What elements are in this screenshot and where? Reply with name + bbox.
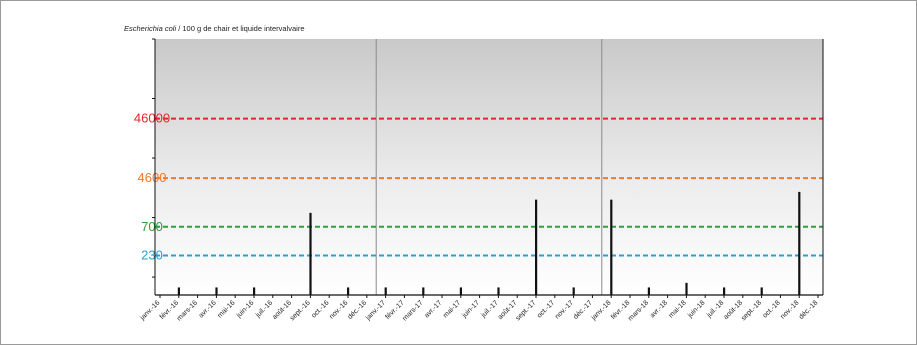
x-tick-label-déc.-18: déc.-18 <box>798 299 820 321</box>
x-tick-label-sept.-17: sept.-17 <box>515 299 538 322</box>
bar-sept.-17 <box>535 199 538 295</box>
x-tick-label-nov.-18: nov.-18 <box>780 299 801 320</box>
x-tick-label-mars-17: mars-17 <box>402 299 425 322</box>
threshold-label-46000: 46000 <box>134 111 170 126</box>
threshold-label-230: 230 <box>141 248 163 263</box>
x-tick-label-avr.-18: avr.-18 <box>649 299 669 319</box>
x-tick-label-sept.-16: sept.-16 <box>289 299 312 322</box>
x-tick-label-oct.-16: oct.-16 <box>311 299 331 319</box>
x-tick-label-avr.-17: avr.-17 <box>423 299 443 319</box>
x-tick-label-janv.-16: janv.-16 <box>139 299 162 322</box>
bar-avr.-16 <box>215 287 218 295</box>
bar-sept.-18 <box>760 287 763 295</box>
x-tick-label-oct.-17: oct.-17 <box>536 299 556 319</box>
bar-janv.-18 <box>610 199 613 295</box>
x-tick-label-mai-16: mai-16 <box>217 299 237 319</box>
bar-mai-17 <box>459 287 462 295</box>
bar-mars-17 <box>422 287 425 295</box>
x-tick-label-oct.-18: oct.-18 <box>762 299 782 319</box>
x-tick-label-mai-17: mai-17 <box>442 299 462 319</box>
chart-title: Escherichia coli / 100 g de chair et liq… <box>124 24 305 33</box>
x-tick-label-janv.-18: janv.-18 <box>590 299 613 322</box>
bar-sept.-16 <box>309 212 312 295</box>
x-tick-label-janv.-17: janv.-17 <box>364 299 387 322</box>
bar-juil.-17 <box>497 287 500 295</box>
x-tick-label-juin-18: juin-18 <box>686 299 707 320</box>
x-tick-label-mars-18: mars-18 <box>627 299 650 322</box>
bar-juin-16 <box>253 287 256 295</box>
x-tick-label-juin-17: juin-17 <box>460 299 481 320</box>
bar-mai-18 <box>685 282 688 295</box>
threshold-label-700: 700 <box>141 219 163 234</box>
chart-title-organism: Escherichia coli <box>124 24 177 33</box>
bar-nov.-16 <box>347 287 350 295</box>
x-tick-label-juin-16: juin-16 <box>235 299 256 320</box>
x-tick-label-sept.-18: sept.-18 <box>740 299 763 322</box>
chart-title-unit: / 100 g de chair et liquide intervalvair… <box>176 24 305 33</box>
bar-janv.-17 <box>384 287 387 295</box>
bar-févr.-16 <box>177 287 180 295</box>
bar-nov.-17 <box>572 287 575 295</box>
x-tick-label-mars-16: mars-16 <box>176 299 199 322</box>
bar-nov.-18 <box>798 191 801 295</box>
plot-background <box>155 39 823 295</box>
threshold-label-4600: 4600 <box>138 170 167 185</box>
x-tick-label-nov.-16: nov.-16 <box>328 299 349 320</box>
x-tick-label-mai-18: mai-18 <box>668 299 688 319</box>
x-tick-label-nov.-17: nov.-17 <box>554 299 575 320</box>
x-tick-label-avr.-16: avr.-16 <box>198 299 218 319</box>
bar-mars-18 <box>647 287 650 295</box>
bar-juil.-18 <box>723 287 726 295</box>
